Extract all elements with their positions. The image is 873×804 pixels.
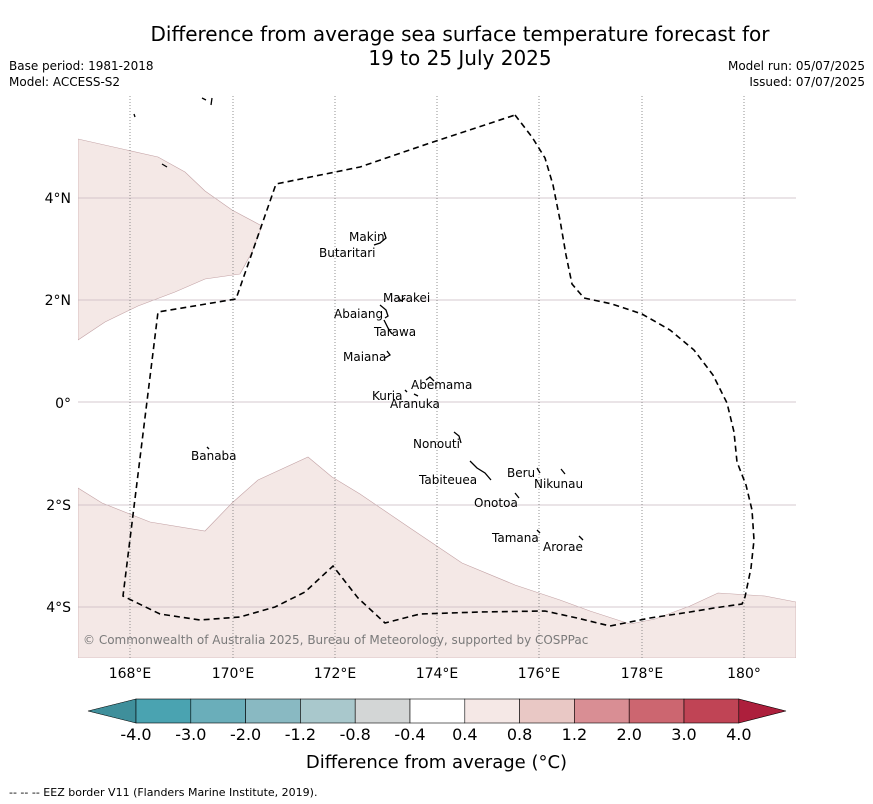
islet-north-3 xyxy=(161,163,168,168)
arorae-atoll xyxy=(578,535,584,541)
place-label-maiana: Maiana xyxy=(343,350,386,364)
lat-label-2s: 2°S xyxy=(46,498,71,514)
place-label-abemama: Abemama xyxy=(411,378,472,392)
place-labels: Makin Butaritari Marakei Abaiang Tarawa … xyxy=(191,230,583,554)
lon-label-176e: 176°E xyxy=(518,666,561,682)
issued-date: Issued: 07/07/2025 xyxy=(749,75,865,89)
eez-footnote: -- -- -- EEZ border V11 (Flanders Marine… xyxy=(9,786,318,799)
maiana-atoll xyxy=(384,350,391,359)
colorbar-cell xyxy=(409,698,466,724)
onotoa-atoll xyxy=(514,492,520,499)
nonouti-atoll xyxy=(453,431,462,444)
colorbar-tick-label: -0.8 xyxy=(340,725,371,744)
place-label-arorae: Arorae xyxy=(543,540,583,554)
lon-label-180: 180° xyxy=(727,666,761,682)
map-title-line-2: 19 to 25 July 2025 xyxy=(368,46,552,70)
warm-anomaly-south xyxy=(78,456,796,658)
kuria-atoll xyxy=(404,389,408,393)
islet-north-1 xyxy=(201,97,213,106)
nikunau-atoll xyxy=(560,468,566,475)
colorbar-cell xyxy=(245,698,301,724)
longitude-labels: 168°E 170°E 172°E 174°E 176°E 178°E 180° xyxy=(109,666,761,682)
islet-north-2 xyxy=(133,113,136,118)
colorbar-tick-label: 2.0 xyxy=(616,725,641,744)
place-label-tamana: Tamana xyxy=(491,531,539,545)
colorbar-tick-label: 3.0 xyxy=(671,725,696,744)
colorbar-cell xyxy=(574,698,630,724)
tabiteuea-atoll xyxy=(469,460,492,481)
lat-label-4n: 4°N xyxy=(45,191,71,207)
place-label-abaiang: Abaiang xyxy=(334,307,383,321)
place-label-banaba: Banaba xyxy=(191,449,237,463)
abemama-atoll xyxy=(425,376,435,382)
colorbar-cell xyxy=(190,698,246,724)
colorbar-tick-label: 0.8 xyxy=(507,725,532,744)
place-label-beru: Beru xyxy=(507,466,535,480)
meta-left: Base period: 1981-2018 Model: ACCESS-S2 xyxy=(9,58,154,90)
lon-label-178e: 178°E xyxy=(621,666,664,682)
lat-label-4s: 4°S xyxy=(46,600,71,616)
colorbar-cell xyxy=(464,698,520,724)
colorbar-arrow-high xyxy=(738,698,787,724)
place-label-onotoa: Onotoa xyxy=(474,496,518,510)
anomaly-shading xyxy=(78,138,796,658)
colorbar: -4.0 -3.0 -2.0 -1.2 -0.8 -0.4 0.4 0.8 1.2 2.0 3.0 4… xyxy=(87,698,787,744)
lon-label-174e: 174°E xyxy=(416,666,459,682)
marakei-atoll xyxy=(397,296,406,302)
tarawa-atoll xyxy=(383,319,393,335)
lon-label-168e: 168°E xyxy=(109,666,152,682)
map-title: Difference from average sea surface temp… xyxy=(80,22,840,70)
model-name: Model: ACCESS-S2 xyxy=(9,75,121,89)
lon-label-170e: 170°E xyxy=(212,666,255,682)
place-label-makin: Makin xyxy=(349,230,385,244)
map-title-line-1: Difference from average sea surface temp… xyxy=(150,22,770,46)
colorbar-cell xyxy=(300,698,356,724)
colorbar-tick-label: 0.4 xyxy=(452,725,477,744)
colorbar-cell xyxy=(683,698,740,724)
lon-label-172e: 172°E xyxy=(314,666,357,682)
lat-label-0: 0° xyxy=(55,396,71,412)
place-label-aranuka: Aranuka xyxy=(390,397,440,411)
colorbar-tick-label: 1.2 xyxy=(562,725,587,744)
abaiang-atoll xyxy=(379,304,389,319)
place-label-nikunau: Nikunau xyxy=(534,477,583,491)
banaba-island xyxy=(206,446,210,450)
copyright-notice: © Commonwealth of Australia 2025, Bureau… xyxy=(83,633,588,647)
colorbar-cell xyxy=(354,698,411,724)
place-label-nonouti: Nonouti xyxy=(413,437,460,451)
colorbar-cell xyxy=(135,698,192,724)
place-label-tabiteuea: Tabiteuea xyxy=(418,473,477,487)
colorbar-ticks: -4.0 -3.0 -2.0 -1.2 -0.8 -0.4 0.4 0.8 1.2 2.0 3.0 4… xyxy=(120,725,751,744)
base-period: Base period: 1981-2018 xyxy=(9,59,154,73)
colorbar-cells xyxy=(87,698,787,724)
colorbar-arrow-low xyxy=(87,698,137,724)
colorbar-tick-label: 4.0 xyxy=(726,725,751,744)
beru-atoll xyxy=(536,467,541,474)
lat-label-2n: 2°N xyxy=(45,293,71,309)
model-run: Model run: 05/07/2025 xyxy=(727,59,865,73)
colorbar-cell xyxy=(519,698,575,724)
meta-right: Model run: 05/07/2025 Issued: 07/07/2025 xyxy=(728,58,865,90)
makin-atoll xyxy=(373,231,387,246)
colorbar-label: Difference from average (°C) xyxy=(305,752,568,773)
colorbar-tick-label: -1.2 xyxy=(285,725,316,744)
eez-border xyxy=(122,114,755,627)
warm-anomaly-north xyxy=(78,138,263,341)
colorbar-cell xyxy=(628,698,685,724)
tamana-atoll xyxy=(536,529,541,534)
place-label-tarawa: Tarawa xyxy=(373,325,416,339)
graticule xyxy=(78,96,796,658)
latitude-labels: 4°N 2°N 0° 2°S 4°S xyxy=(45,191,72,616)
place-label-butaritari: Butaritari xyxy=(319,246,376,260)
place-label-marakei: Marakei xyxy=(383,291,430,305)
aranuka-atoll xyxy=(413,393,419,397)
coastlines xyxy=(133,97,584,541)
colorbar-tick-label: -2.0 xyxy=(230,725,261,744)
colorbar-tick-label: -3.0 xyxy=(175,725,206,744)
colorbar-tick-label: -4.0 xyxy=(120,725,151,744)
place-label-kuria: Kuria xyxy=(372,389,403,403)
colorbar-tick-label: -0.4 xyxy=(394,725,425,744)
